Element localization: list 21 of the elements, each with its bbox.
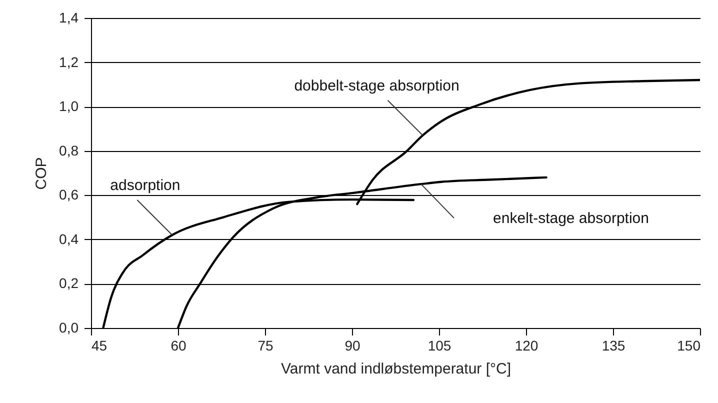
y-tick-label: 0,8 xyxy=(59,142,79,158)
y-tick-label: 1,0 xyxy=(59,98,79,114)
x-axis-title: Varmt vand indløbstemperatur [°C] xyxy=(281,360,511,378)
y-tick-label: 0,6 xyxy=(59,186,79,203)
text: adsorption xyxy=(110,177,180,194)
x-tick-label: 120 xyxy=(514,338,538,354)
y-tick-label: 0,2 xyxy=(59,275,79,292)
y-tick-label: 0,0 xyxy=(59,320,79,336)
y-axis-title: COP xyxy=(33,157,50,190)
y-tick-label: 0,4 xyxy=(59,230,79,247)
x-tick-label: 60 xyxy=(170,338,186,354)
x-tick-label: 75 xyxy=(258,338,274,354)
text: enkelt-stage absorption xyxy=(493,210,649,228)
x-tick-label: 90 xyxy=(344,338,360,354)
x-tick-label: 135 xyxy=(602,338,626,354)
y-tick-label: 1,2 xyxy=(59,54,79,70)
x-tick-label: 105 xyxy=(428,338,452,354)
series-label: dobbelt-stage absorption xyxy=(294,77,460,94)
x-tick-label: 150 xyxy=(677,338,701,354)
x-tick-label: 45 xyxy=(92,338,108,354)
y-tick-label: 1,4 xyxy=(59,10,79,26)
